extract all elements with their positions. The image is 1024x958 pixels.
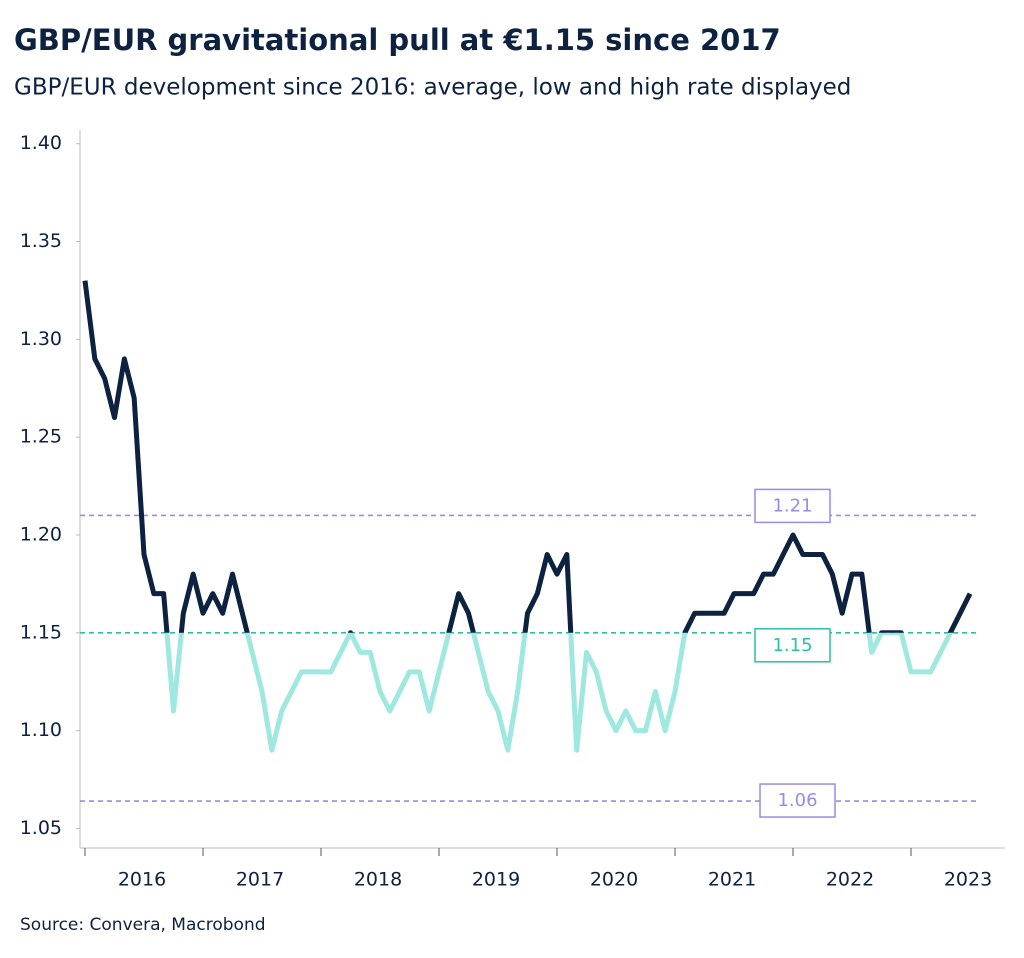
x-tick-label: 2020 (590, 869, 638, 891)
x-tick-label: 2019 (472, 869, 520, 891)
y-tick-label: 1.05 (20, 817, 62, 839)
y-tick-label: 1.10 (20, 719, 62, 741)
x-tick-label: 2018 (354, 869, 402, 891)
reference-label-box (759, 783, 836, 818)
y-tick-label: 1.35 (20, 230, 62, 252)
source-note: Source: Convera, Macrobond (20, 915, 266, 935)
y-tick-label: 1.25 (20, 426, 62, 448)
x-tick-label: 2023 (944, 869, 992, 891)
y-tick-label: 1.40 (20, 132, 62, 154)
reference-label: 1.06 (777, 790, 817, 811)
reference-label: 1.15 (772, 635, 812, 656)
reference-label-box (754, 628, 831, 663)
line-above (82, 280, 973, 633)
y-tick-label: 1.15 (20, 621, 62, 643)
y-tick-label: 1.30 (20, 328, 62, 350)
reference-label: 1.21 (772, 495, 812, 516)
reference-label-box (754, 488, 831, 524)
x-tick-label: 2021 (708, 869, 756, 891)
chart-subtitle: GBP/EUR development since 2016: average,… (14, 75, 851, 101)
x-tick-label: 2016 (118, 869, 166, 891)
chart-title: GBP/EUR gravitational pull at €1.15 sinc… (14, 23, 781, 57)
y-tick-label: 1.20 (20, 523, 62, 545)
x-tick-label: 2022 (826, 869, 874, 891)
x-tick-label: 2017 (236, 869, 284, 891)
